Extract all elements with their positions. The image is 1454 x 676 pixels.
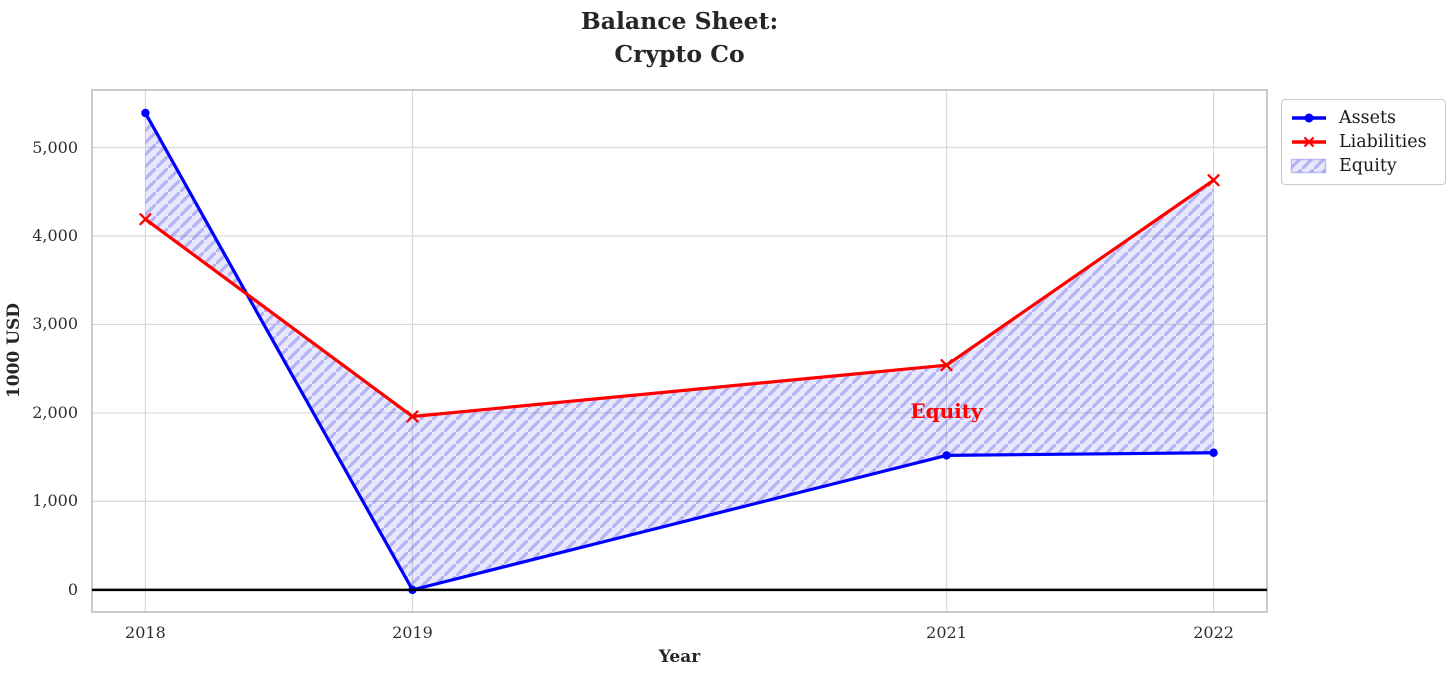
liabilities-marker: [139, 213, 152, 226]
y-tick-label: 5,000: [32, 137, 78, 157]
x-tick-label: 2021: [926, 623, 967, 642]
y-tick-label: 0: [67, 579, 78, 599]
equity-annotation: Equity: [910, 398, 983, 423]
y-tick-label: 2,000: [32, 402, 78, 422]
legend: Assets Liabilities Equity: [1281, 99, 1446, 185]
liabilities-marker: [406, 410, 419, 423]
liabilities-marker: [1207, 174, 1220, 187]
legend-item-assets: Assets: [1290, 108, 1437, 128]
equity-fill-hatch: [145, 113, 1214, 590]
y-tick-label: 3,000: [32, 314, 78, 334]
assets-marker: [942, 451, 951, 460]
liabilities-marker: [940, 359, 953, 372]
legend-item-equity: Equity: [1290, 156, 1437, 176]
assets-line-swatch: [1292, 113, 1326, 123]
legend-label-assets: Assets: [1339, 108, 1396, 128]
chart-title-line2: Crypto Co: [614, 39, 745, 68]
y-axis-title-wrap: 1000 USD: [4, 90, 24, 612]
legend-label-equity: Equity: [1339, 156, 1397, 176]
assets-marker: [141, 108, 150, 118]
assets-line: [143, 111, 1216, 592]
x-tick-label: 2019: [392, 623, 433, 642]
chart-title-line1: Balance Sheet:: [580, 7, 779, 35]
equity-patch-swatch: [1290, 158, 1327, 174]
plot-border: [91, 89, 1268, 613]
chart-title: Balance Sheet: Crypto Co: [92, 5, 1267, 70]
assets-marker: [1209, 448, 1218, 457]
legend-item-liabilities: Liabilities: [1290, 132, 1437, 152]
x-tick-label: 2022: [1193, 623, 1234, 642]
legend-label-liabilities: Liabilities: [1339, 132, 1427, 152]
x-axis-title: Year: [658, 647, 701, 667]
liabilities-line: [143, 178, 1216, 419]
y-tick-label: 4,000: [32, 225, 78, 245]
liabilities-line-swatch: [1292, 136, 1326, 148]
x-tick-label: 2018: [125, 623, 166, 642]
y-tick-label: 1,000: [32, 491, 78, 511]
